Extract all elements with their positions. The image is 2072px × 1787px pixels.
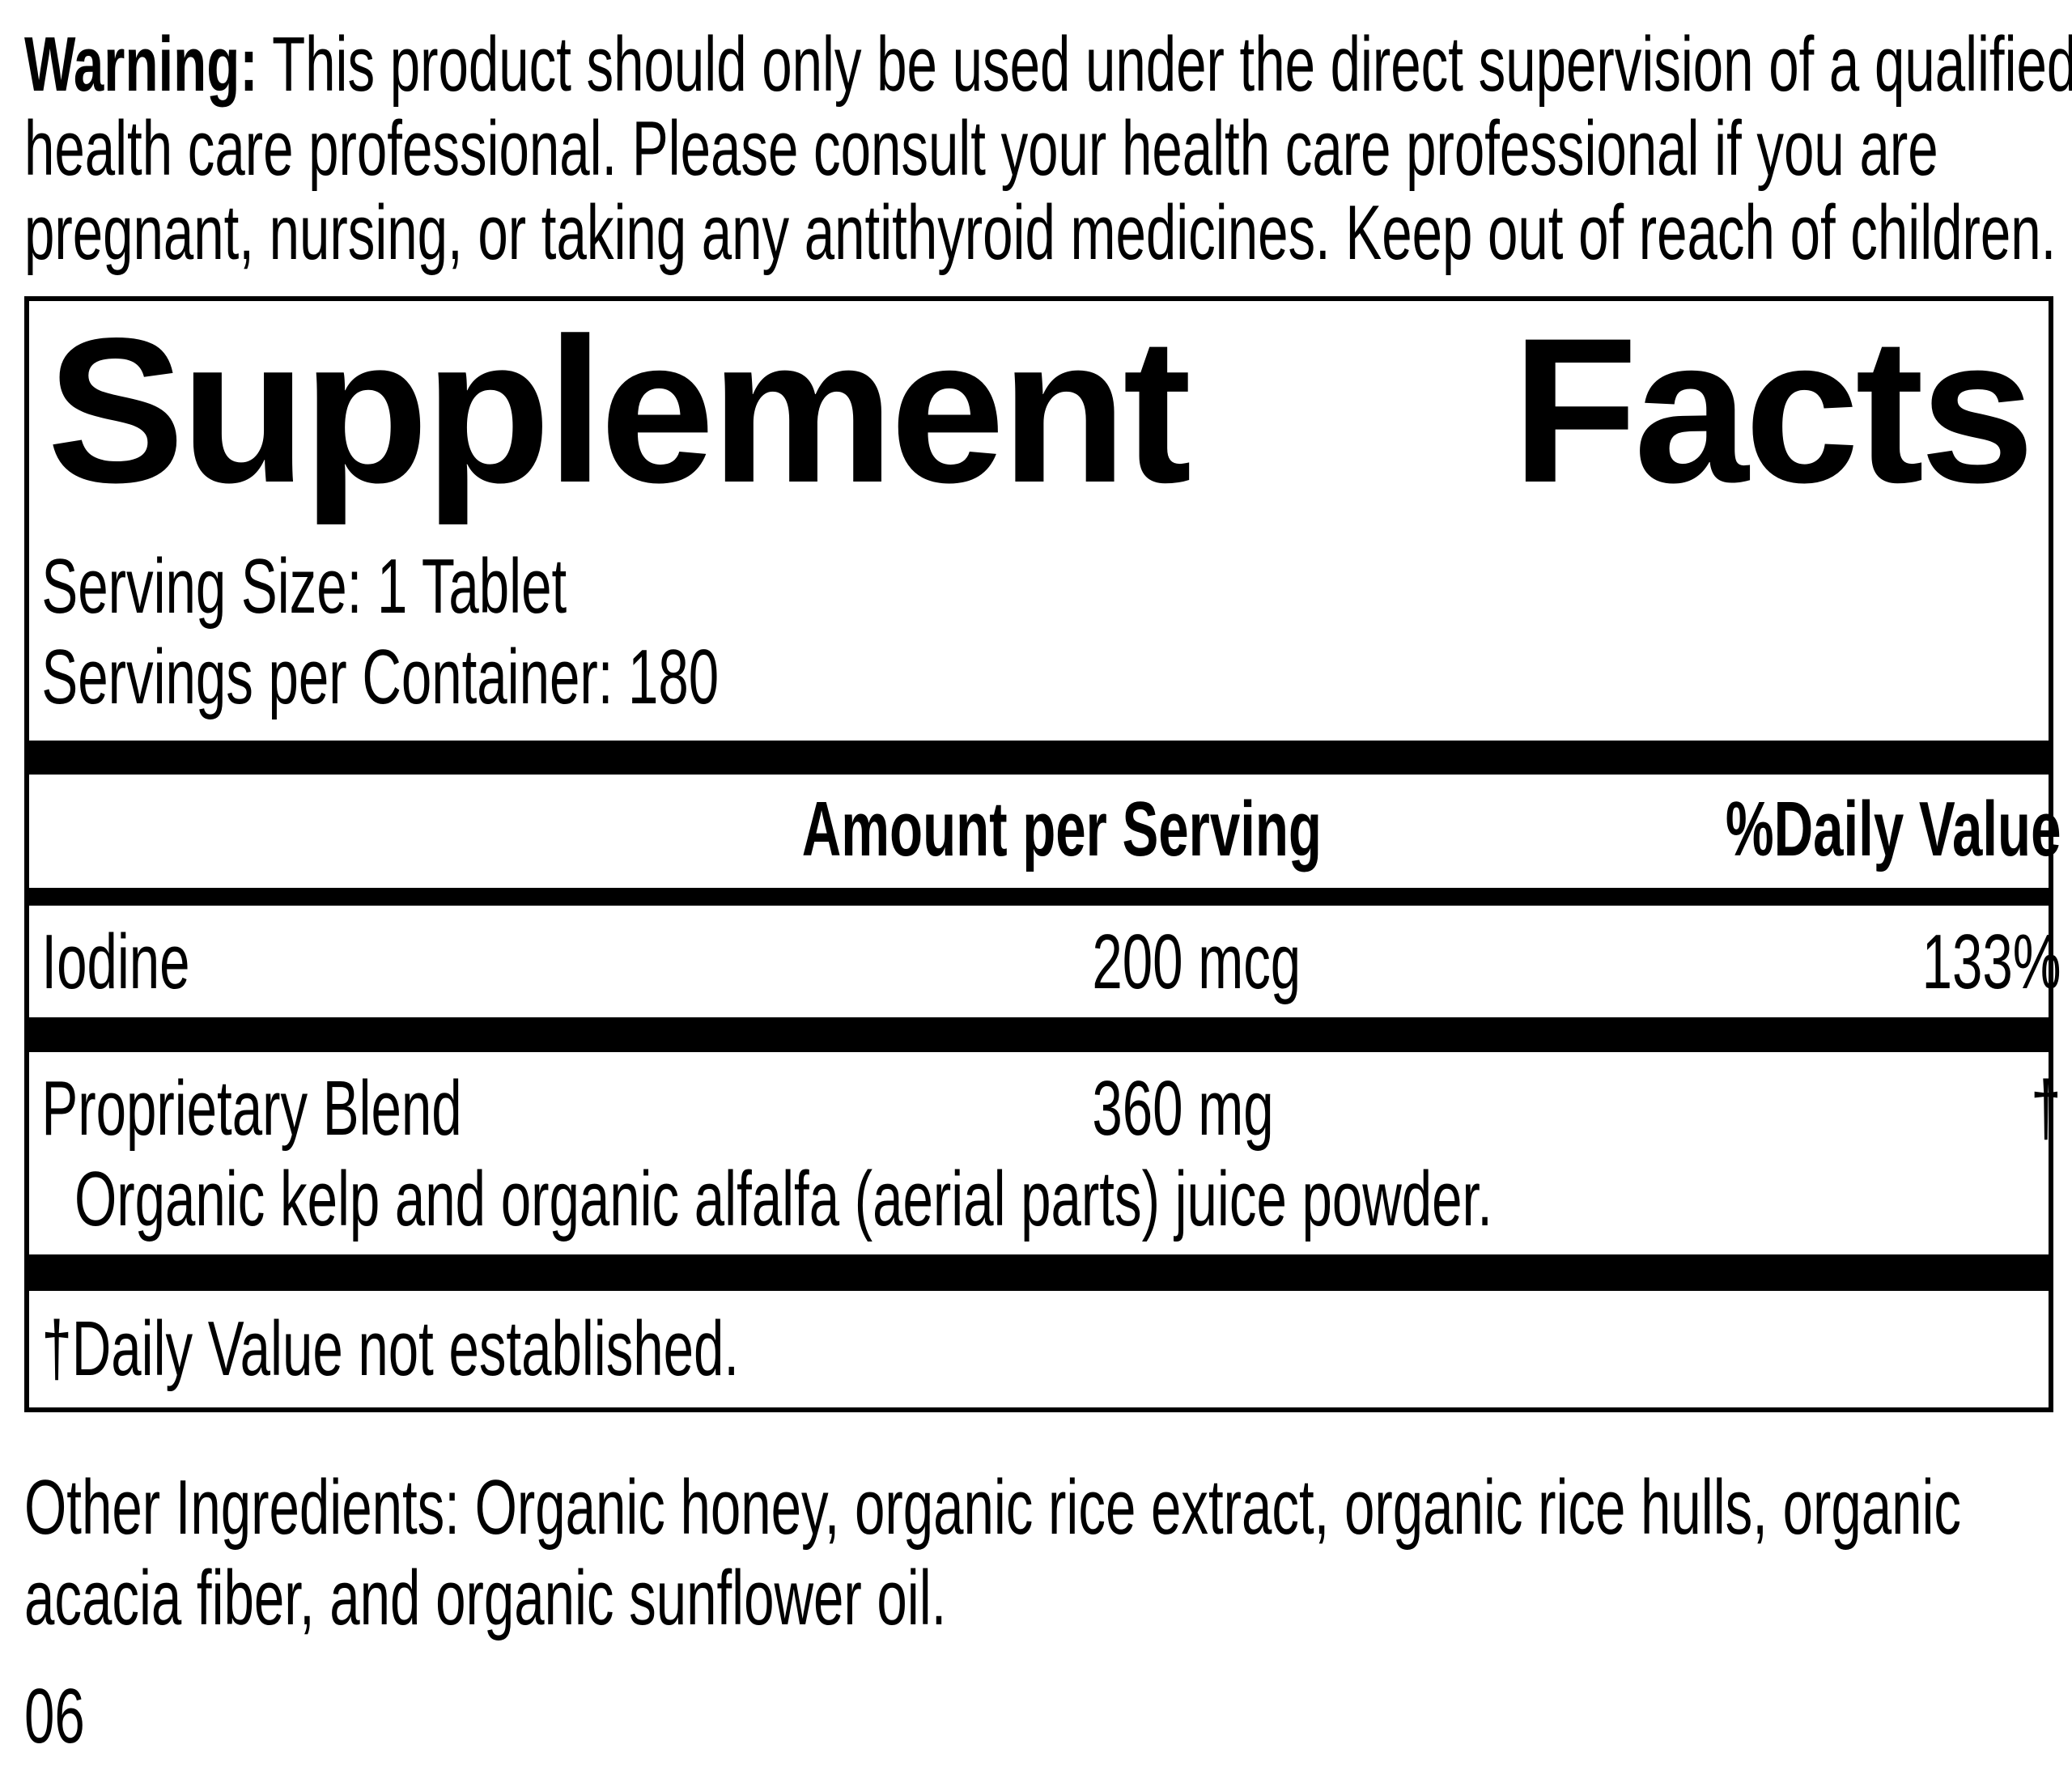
nutrient-daily-value: 133% <box>1921 919 2061 1005</box>
thick-rule-mid <box>29 1017 2049 1052</box>
thick-rule-bottom <box>29 1254 2049 1291</box>
nutrient-daily-value: † <box>2031 1065 2061 1152</box>
thick-rule-top <box>29 741 2049 775</box>
serving-info: Serving Size: 1 Tablet Servings per Cont… <box>29 541 2072 723</box>
thin-rule-under-header <box>29 888 2049 906</box>
nutrient-row-iodine: 133% Iodine 200 mcg <box>29 906 2072 1017</box>
warning-label: Warning: <box>24 21 258 108</box>
nutrient-amount: 200 mcg <box>1092 919 1301 1005</box>
column-header-daily-value: %Daily Value <box>1725 786 2061 872</box>
column-header-amount: Amount per Serving <box>801 786 1322 872</box>
daily-value-footnote: †Daily Value not established. <box>41 1305 740 1392</box>
title-word-facts: Facts <box>1511 295 2035 526</box>
servings-per-container: Servings per Container: 180 <box>41 634 720 720</box>
nutrient-name: Proprietary Blend <box>41 1065 462 1152</box>
title-word-supplement: Supplement <box>47 295 1191 526</box>
nutrient-name: Iodine <box>41 919 190 1005</box>
serving-size: Serving Size: 1 Tablet <box>41 543 567 630</box>
warning-paragraph: Warning: This product should only be use… <box>24 23 2072 275</box>
supplement-facts-title: Supplement Facts <box>29 301 2049 514</box>
supplement-facts-panel: Supplement Facts Serving Size: 1 Tablet … <box>24 296 2061 1412</box>
nutrient-row-proprietary-blend: † Proprietary Blend 360 mg Organic kelp … <box>29 1052 2072 1254</box>
blend-description: Organic kelp and organic alfalfa (aerial… <box>74 1156 1492 1242</box>
warning-text: This product should only be used under t… <box>24 21 2072 276</box>
footer-code: 06 <box>24 1673 85 1759</box>
column-header-row: Amount per Serving %Daily Value <box>29 775 2072 888</box>
nutrient-amount: 360 mg <box>1092 1065 1274 1152</box>
other-ingredients: Other Ingredients: Organic honey, organi… <box>24 1464 1961 1641</box>
